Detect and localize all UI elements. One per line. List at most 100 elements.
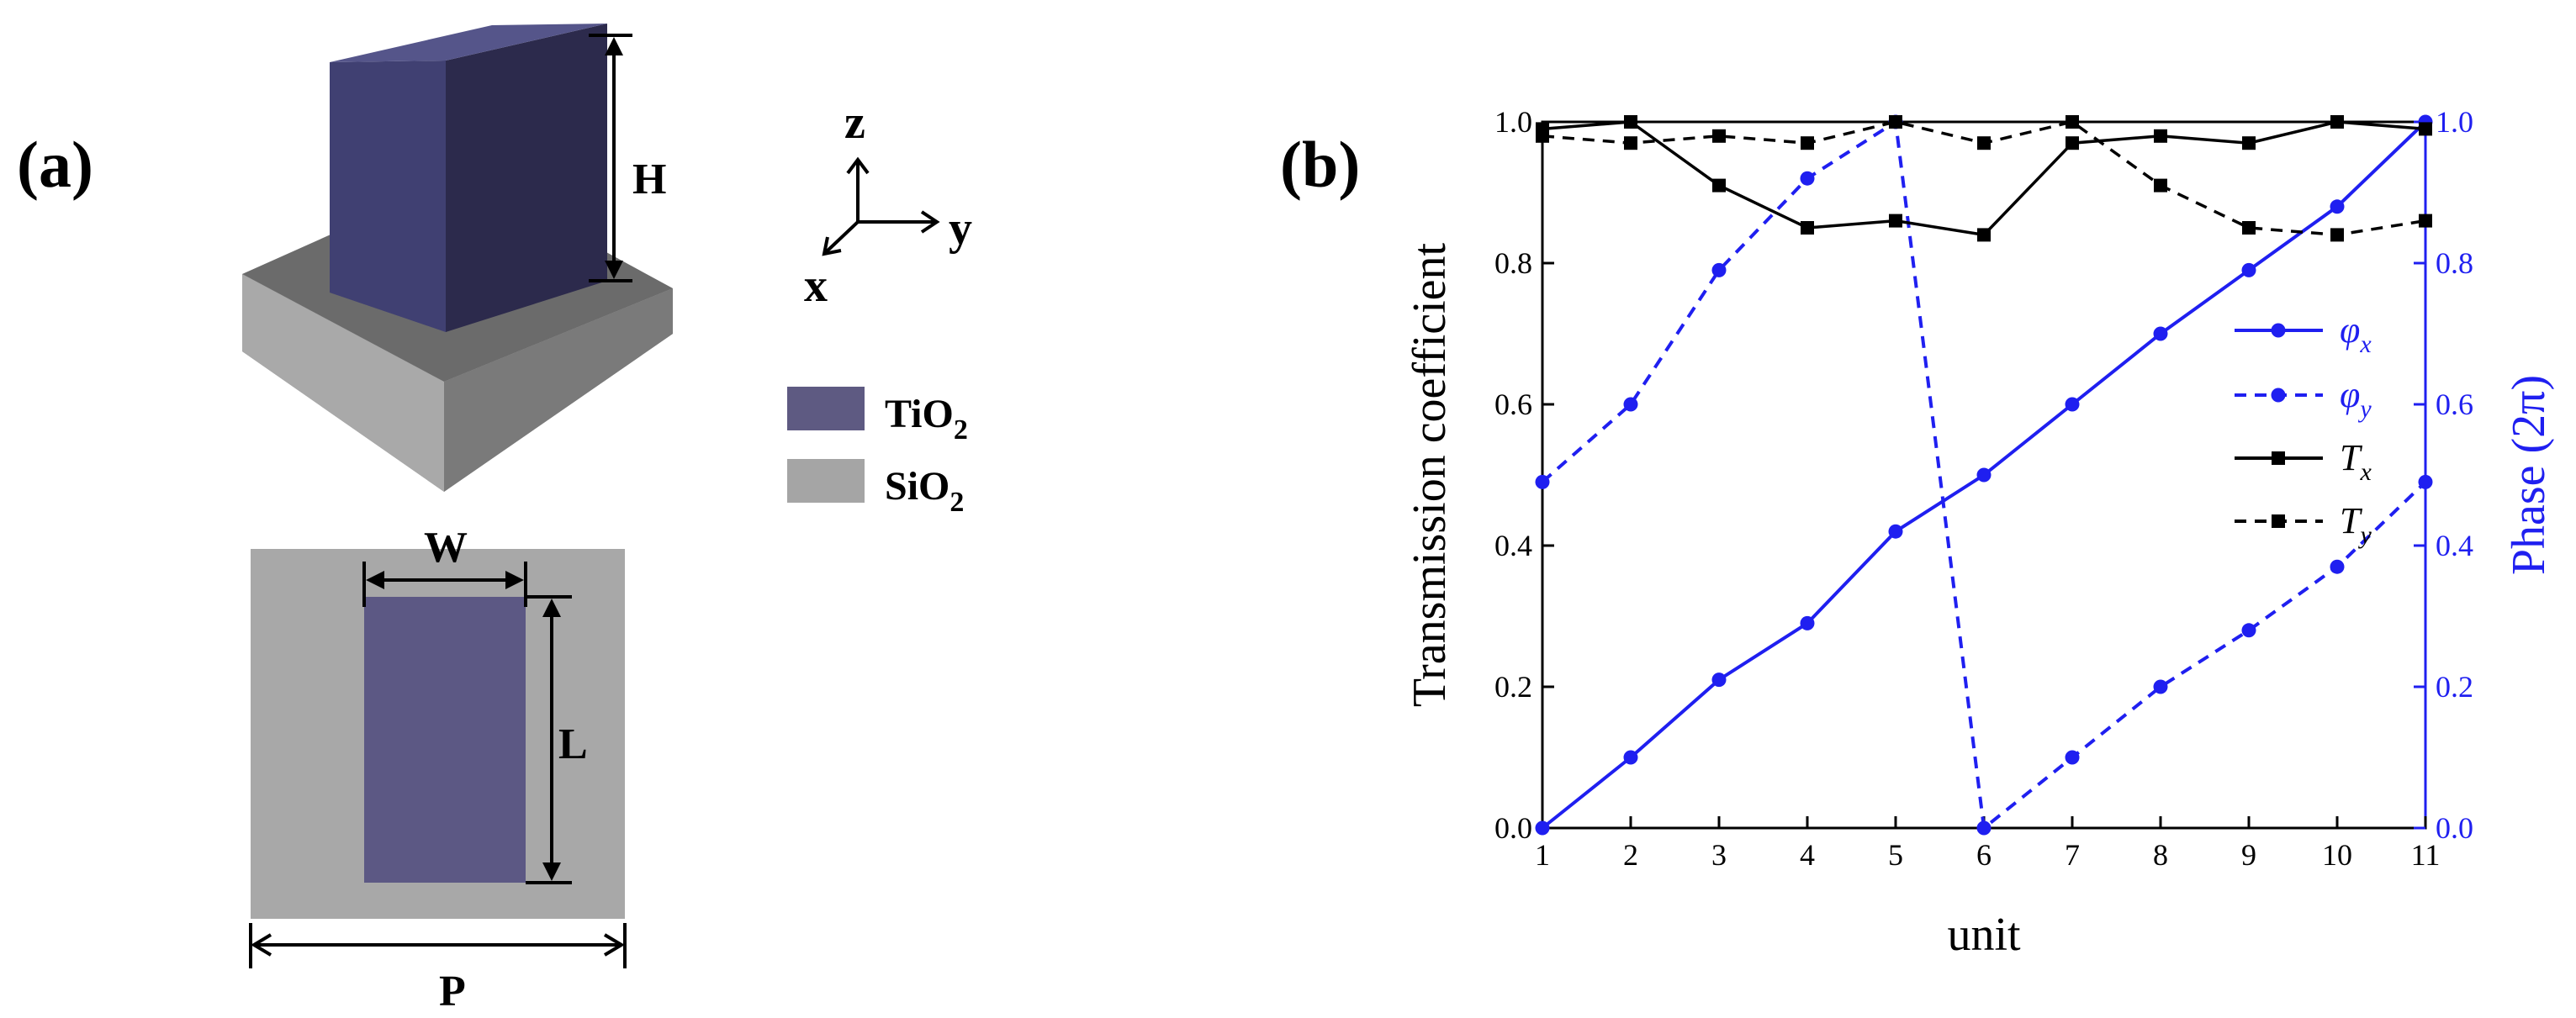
panel-b-label: (b) (1280, 128, 1360, 201)
series-phi_x (1535, 114, 2433, 836)
panel-a-label: (a) (17, 128, 93, 201)
point-T_y (2419, 214, 2432, 228)
point-phi_y (2418, 474, 2433, 489)
coordinate-axes: z y x (804, 97, 972, 312)
phase-transmission-chart: 1 2 3 4 5 6 7 8 9 10 110.0 0.00.2 0.20.4 0.40.6 0.60.8… (1404, 105, 2555, 961)
x-tick-label: 4 (1800, 838, 1815, 872)
point-phi_x (1711, 673, 1727, 688)
point-phi_x (2065, 397, 2080, 412)
point-phi_y (1976, 820, 1992, 836)
y-right-tick-label: 0.6 (2436, 388, 2473, 421)
x-axis-title: unit (1947, 909, 2021, 961)
point-phi_y (2330, 559, 2345, 574)
y-right-tick-label: 0.2 (2436, 670, 2473, 704)
sio2-swatch (787, 459, 865, 503)
point-T_x (1624, 115, 1637, 129)
width-dimension (362, 562, 527, 607)
point-T_y (2242, 221, 2256, 235)
legend-label-T_y: Ty (2340, 500, 2372, 549)
axis-z-label: z (844, 97, 865, 149)
series-T_x (1536, 115, 2432, 242)
point-T_y (1801, 136, 1814, 150)
y-left-tick-label: 0.8 (1494, 246, 1532, 280)
y-left-tick-label: 0.6 (1494, 388, 1532, 421)
point-phi_x (1535, 820, 1550, 836)
pillar-3d-top-face (330, 24, 607, 62)
x-tick-label: 9 (2241, 838, 2256, 872)
point-phi_x (2241, 262, 2256, 277)
x-tick-label: 3 (1711, 838, 1727, 872)
y-right-tick-label: 1.0 (2436, 105, 2473, 139)
point-T_x (2242, 136, 2256, 150)
axis-y-label: y (949, 203, 972, 255)
point-T_y (1712, 129, 1726, 143)
point-phi_y (2153, 679, 2168, 694)
legend-marker-T_y (2272, 514, 2285, 528)
point-T_y (1977, 136, 1991, 150)
pillar-3d-right-face (446, 24, 607, 332)
pillar-top-view (364, 597, 526, 883)
label-P: P (439, 968, 466, 1015)
point-T_x (2066, 136, 2079, 150)
x-tick-label: 5 (1888, 838, 1903, 872)
legend-marker-T_x (2272, 451, 2285, 465)
point-phi_x (1888, 524, 1903, 539)
point-T_x (1801, 221, 1814, 235)
label-H: H (632, 156, 666, 203)
label-W: W (424, 524, 468, 572)
pillar-3d-left-face (330, 61, 446, 332)
point-phi_y (2065, 750, 2080, 765)
tio2-label: TiO2 (885, 392, 968, 446)
period-dimension (249, 923, 627, 968)
legend-label-phi_x: φx (2340, 309, 2372, 358)
legend-label-phi_y: φy (2340, 374, 2372, 423)
x-tick-label: 2 (1623, 838, 1638, 872)
label-L: L (558, 720, 588, 768)
point-phi_x (1623, 750, 1638, 765)
tio2-swatch (787, 387, 865, 430)
unit-cell-top-view: W L P (249, 524, 627, 1015)
x-tick-label: 10 (2322, 838, 2352, 872)
point-T_x (1977, 228, 1991, 242)
y-right-axis-title: Phase (2π) (2503, 375, 2555, 575)
point-T_x (2154, 129, 2167, 143)
x-tick-label: 6 (1976, 838, 1992, 872)
chart-legend: φx φy Tx Ty (2235, 309, 2372, 549)
point-T_y (1889, 115, 1902, 129)
legend-label-T_x: Tx (2340, 437, 2372, 486)
legend-marker-phi_y (2271, 388, 2286, 403)
substrate-3d-left-face (242, 274, 444, 492)
point-T_x (2419, 122, 2432, 136)
axis-x-label: x (804, 260, 828, 312)
point-T_y (2330, 228, 2344, 242)
sio2-label: SiO2 (885, 464, 964, 518)
point-phi_x (1976, 467, 1992, 483)
x-tick-label: 11 (2411, 838, 2441, 872)
point-phi_x (2153, 326, 2168, 341)
x-tick-label: 1 (1535, 838, 1550, 872)
point-T_x (1712, 178, 1726, 193)
point-T_y (2154, 178, 2167, 193)
y-left-tick-label: 0.0 (1494, 811, 1532, 845)
substrate-3d-right-face (444, 288, 673, 492)
point-phi_y (1800, 171, 1815, 186)
unit-cell-3d: H (242, 24, 673, 492)
material-legend: TiO2 SiO2 (787, 387, 968, 518)
y-left-tick-label: 0.2 (1494, 670, 1532, 704)
legend-marker-phi_x (2271, 323, 2286, 338)
x-tick-label: 7 (2065, 838, 2080, 872)
point-phi_x (2330, 199, 2345, 214)
point-T_y (1624, 136, 1637, 150)
length-dimension (526, 595, 572, 884)
point-T_x (1889, 214, 1902, 228)
y-right-tick-label: 0.0 (2436, 811, 2473, 845)
y-left-tick-label: 1.0 (1494, 105, 1532, 139)
point-phi_y (1623, 397, 1638, 412)
y-left-tick-label: 0.4 (1494, 529, 1532, 562)
point-phi_y (2241, 623, 2256, 638)
y-left-axis-title: Transmission coefficient (1404, 242, 1456, 707)
point-phi_x (1800, 615, 1815, 630)
x-tick-label: 8 (2153, 838, 2168, 872)
point-T_y (2066, 115, 2079, 129)
